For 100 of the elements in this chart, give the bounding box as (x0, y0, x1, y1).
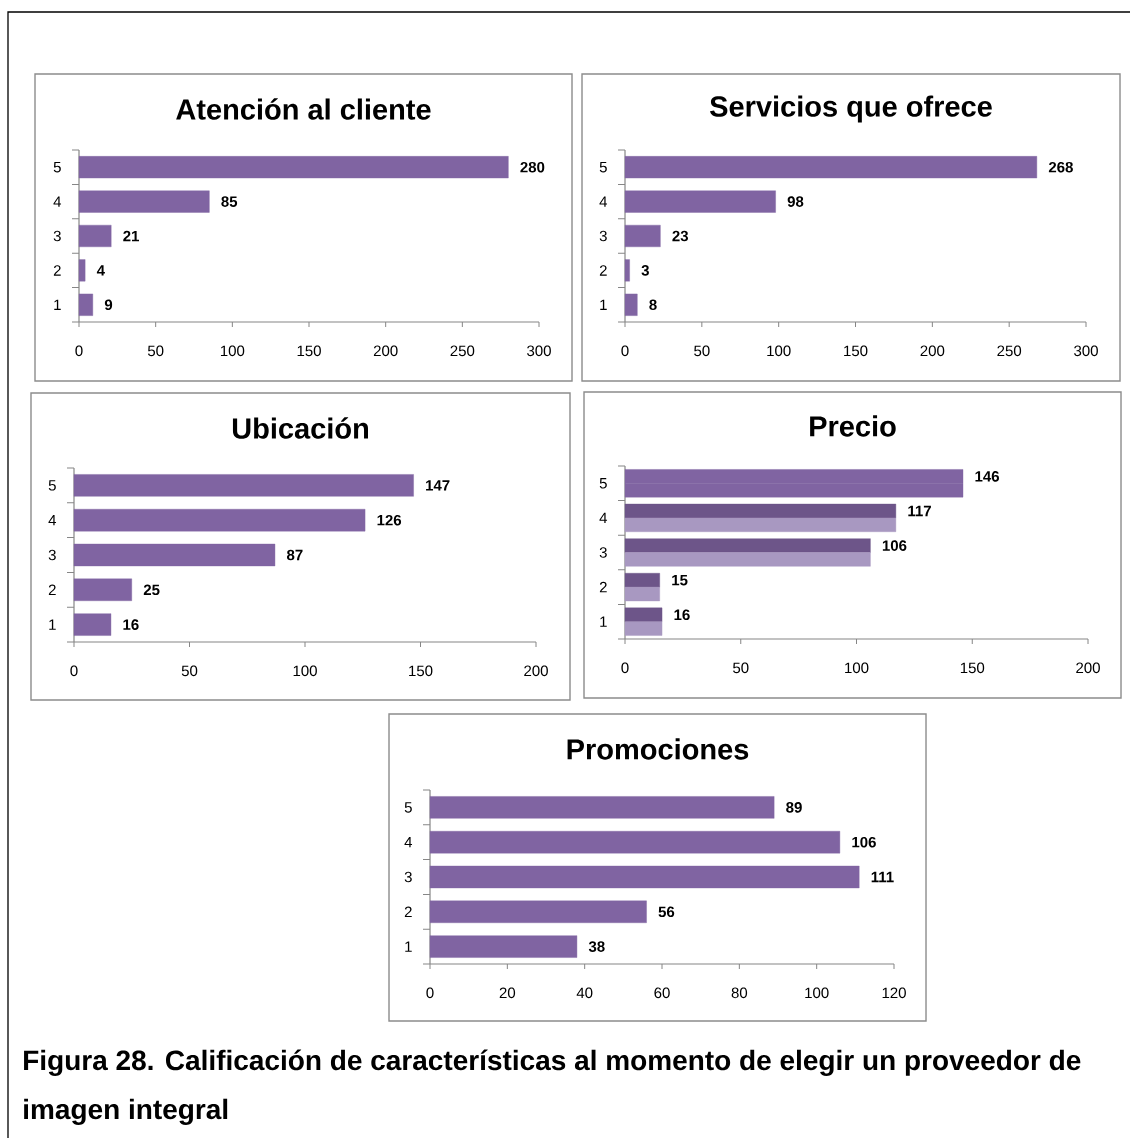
x-tick-label: 0 (426, 987, 434, 999)
x-tick-label: 250 (450, 345, 475, 357)
bar (624, 552, 871, 567)
data-label: 87 (286, 549, 303, 561)
x-tick-label: 250 (997, 345, 1022, 357)
x-tick-label: 120 (882, 987, 906, 999)
y-tick-label: 5 (48, 480, 56, 491)
x-tick-label: 50 (733, 662, 749, 674)
y-tick-label: 4 (53, 196, 62, 207)
chart-title: Servicios que ofrece (710, 95, 992, 123)
data-label: 25 (143, 584, 160, 596)
y-tick-label: 1 (405, 941, 412, 952)
data-label: 85 (221, 196, 238, 207)
bar (78, 293, 93, 316)
x-tick-label: 0 (75, 345, 83, 357)
x-tick-label: 300 (1074, 345, 1098, 357)
data-label: 147 (426, 480, 450, 491)
bar (624, 156, 1038, 179)
data-label: 117 (908, 505, 931, 517)
y-tick-label: 4 (599, 512, 608, 524)
y-tick-label: 2 (599, 581, 607, 593)
y-tick-label: 3 (48, 549, 56, 561)
bar (624, 586, 660, 602)
data-label: 4 (96, 265, 105, 276)
data-label: 146 (975, 471, 1000, 482)
y-tick-label: 2 (48, 584, 56, 596)
bar (624, 621, 663, 636)
data-label: 56 (658, 906, 675, 918)
data-label: 21 (123, 230, 139, 242)
x-tick-label: 300 (527, 345, 551, 357)
bar (624, 573, 660, 588)
bar (73, 509, 366, 532)
bar (73, 474, 414, 497)
y-tick-label: 1 (600, 616, 607, 627)
y-tick-label: 4 (599, 196, 608, 207)
x-tick-label: 20 (499, 987, 516, 999)
data-label: 9 (104, 299, 113, 311)
x-tick-label: 100 (220, 345, 245, 357)
data-label: 106 (882, 540, 907, 551)
bar (78, 190, 210, 213)
data-label: 106 (852, 836, 876, 848)
x-tick-label: 60 (654, 987, 670, 999)
y-tick-label: 3 (53, 230, 61, 242)
bar (624, 503, 897, 519)
data-label: 38 (588, 941, 605, 952)
chart-title: Promociones (567, 738, 749, 760)
data-label: 3 (641, 265, 649, 276)
data-label: 89 (786, 802, 802, 813)
x-tick-label: 100 (845, 662, 869, 674)
data-label: 15 (672, 574, 688, 586)
y-tick-label: 1 (54, 299, 61, 310)
bar (624, 538, 871, 553)
bar (73, 613, 112, 636)
text: Figura 28. Calificación de características al momento de elegir un proveedor de imagen integral (24, 1049, 1081, 1125)
data-label: 16 (674, 609, 690, 621)
x-tick-label: 80 (731, 987, 748, 999)
y-tick-label: 3 (404, 871, 412, 883)
x-tick-label: 200 (524, 665, 548, 677)
bar (624, 190, 776, 213)
bar (429, 831, 841, 854)
chart-title: Atención al cliente (176, 98, 431, 120)
bar (429, 935, 578, 958)
x-tick-label: 100 (767, 345, 791, 357)
y-tick-label: 4 (404, 837, 413, 848)
y-tick-label: 5 (404, 802, 412, 813)
y-tick-label: 5 (599, 478, 607, 489)
bar (624, 607, 663, 622)
y-tick-label: 5 (599, 161, 607, 173)
chart-title: Precio (810, 415, 896, 437)
bar (73, 578, 132, 601)
x-tick-label: 200 (373, 345, 398, 357)
bar (78, 224, 112, 248)
data-label: 23 (672, 230, 689, 242)
y-tick-label: 2 (404, 906, 412, 918)
y-tick-label: 3 (599, 230, 607, 242)
y-tick-label: 5 (53, 161, 61, 173)
y-tick-label: 2 (599, 265, 607, 276)
x-tick-label: 40 (576, 987, 593, 999)
bar (78, 259, 86, 282)
x-tick-label: 200 (1076, 662, 1100, 674)
bar (624, 517, 897, 532)
y-tick-label: 2 (53, 265, 61, 276)
x-tick-label: 100 (293, 665, 317, 677)
x-tick-label: 50 (147, 345, 164, 357)
bar (429, 796, 775, 819)
x-tick-label: 50 (694, 345, 710, 357)
data-label: 280 (520, 161, 545, 173)
bar (624, 259, 630, 282)
bar (624, 293, 638, 316)
x-tick-label: 150 (844, 345, 868, 357)
bar (78, 156, 509, 179)
data-label: 126 (377, 514, 402, 526)
data-label: 268 (1048, 161, 1073, 173)
bar (73, 543, 276, 567)
data-label: 16 (123, 619, 139, 630)
bar (429, 900, 647, 923)
data-label: 111 (871, 871, 894, 883)
x-tick-label: 150 (960, 662, 985, 674)
x-tick-label: 200 (920, 345, 945, 357)
x-tick-label: 100 (805, 987, 829, 999)
